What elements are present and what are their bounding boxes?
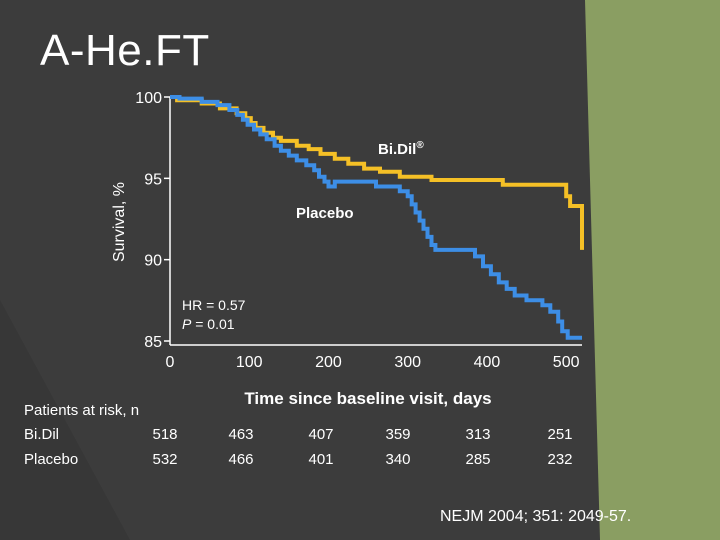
series-line-bidil	[170, 95, 584, 250]
y-tick-label: 90	[144, 253, 162, 270]
risk-table-title: Patients at risk, n	[24, 402, 140, 419]
risk-cell: 518	[152, 426, 178, 443]
x-tick-label: 100	[236, 354, 263, 371]
risk-row-placebo: Placebo 532 466 401 340 285 232	[0, 451, 720, 471]
risk-cell: 232	[547, 451, 573, 468]
slide-title: A-He.FT	[40, 26, 210, 75]
risk-cell: 313	[465, 426, 491, 443]
y-axis-ticks: 100 95 90 85	[135, 90, 170, 351]
p-value-annotation: P = 0.01	[182, 316, 235, 332]
x-tick-label: 400	[474, 354, 501, 371]
risk-cell: 407	[308, 426, 334, 443]
series-label-bidil: Bi.Dil®	[378, 140, 424, 158]
x-axis-ticks: 0 100 200 300 400 500	[166, 354, 580, 371]
x-tick-label: 300	[394, 354, 421, 371]
risk-cell: 466	[228, 451, 254, 468]
risk-cell: 340	[385, 451, 411, 468]
risk-cell: 463	[228, 426, 254, 443]
series-layer	[170, 95, 584, 340]
registered-mark: ®	[416, 140, 424, 151]
background-green-band	[585, 0, 720, 540]
risk-cell: 532	[152, 451, 178, 468]
series-label-placebo: Placebo	[296, 205, 354, 222]
x-tick-label: 500	[553, 354, 580, 371]
p-value-symbol: P	[182, 316, 192, 332]
risk-row-label: Placebo	[24, 451, 79, 468]
background-shade	[0, 300, 130, 540]
risk-row-label: Bi.Dil	[24, 426, 60, 443]
series-label-bidil-text: Bi.Dil	[378, 141, 416, 158]
x-axis-label: Time since baseline visit, days	[244, 389, 491, 408]
y-tick-label: 95	[144, 171, 162, 188]
x-tick-label: 200	[315, 354, 342, 371]
y-axis-label: Survival, %	[111, 182, 128, 262]
y-tick-label: 100	[135, 90, 162, 107]
citation: NEJM 2004; 351: 2049-57.	[440, 508, 632, 525]
risk-cell: 359	[385, 426, 411, 443]
risk-cell: 285	[465, 451, 491, 468]
hazard-ratio-annotation: HR = 0.57	[182, 297, 246, 313]
risk-row-bidil: Bi.Dil 518 463 407 359 313 251	[0, 426, 720, 446]
x-tick-label: 0	[166, 354, 175, 371]
y-tick-label: 85	[144, 334, 162, 351]
chart-axes: 100 95 90 85 0 100 200 300 400 500	[135, 90, 582, 371]
series-line-placebo	[170, 95, 582, 340]
risk-cell: 251	[547, 426, 573, 443]
risk-cell: 401	[308, 451, 334, 468]
p-value-number: = 0.01	[191, 316, 234, 332]
